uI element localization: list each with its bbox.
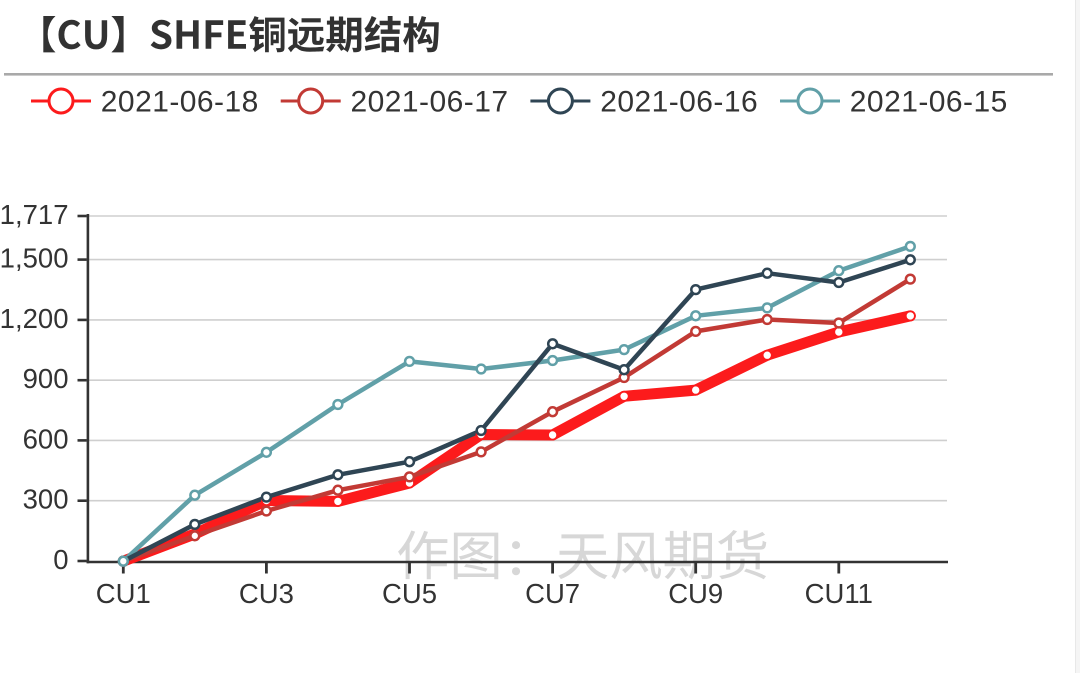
svg-text:CU3: CU3 <box>239 578 294 609</box>
svg-text:1,500: 1,500 <box>0 243 69 274</box>
svg-text:CU5: CU5 <box>382 578 437 609</box>
svg-text:CU9: CU9 <box>668 578 723 609</box>
svg-text:1,717: 1,717 <box>0 199 69 230</box>
svg-text:600: 600 <box>23 423 69 454</box>
svg-text:1,200: 1,200 <box>0 303 69 334</box>
svg-text:CU7: CU7 <box>525 578 580 609</box>
svg-text:2021-06-17: 2021-06-17 <box>351 86 509 119</box>
svg-text:CU11: CU11 <box>805 578 873 609</box>
svg-text:CU1: CU1 <box>96 578 151 609</box>
svg-text:900: 900 <box>23 363 69 394</box>
svg-text:2021-06-15: 2021-06-15 <box>850 86 1008 119</box>
svg-text:0: 0 <box>53 544 68 575</box>
svg-text:300: 300 <box>23 484 69 515</box>
svg-text:2021-06-18: 2021-06-18 <box>101 86 259 119</box>
svg-text:2021-06-16: 2021-06-16 <box>600 86 758 119</box>
